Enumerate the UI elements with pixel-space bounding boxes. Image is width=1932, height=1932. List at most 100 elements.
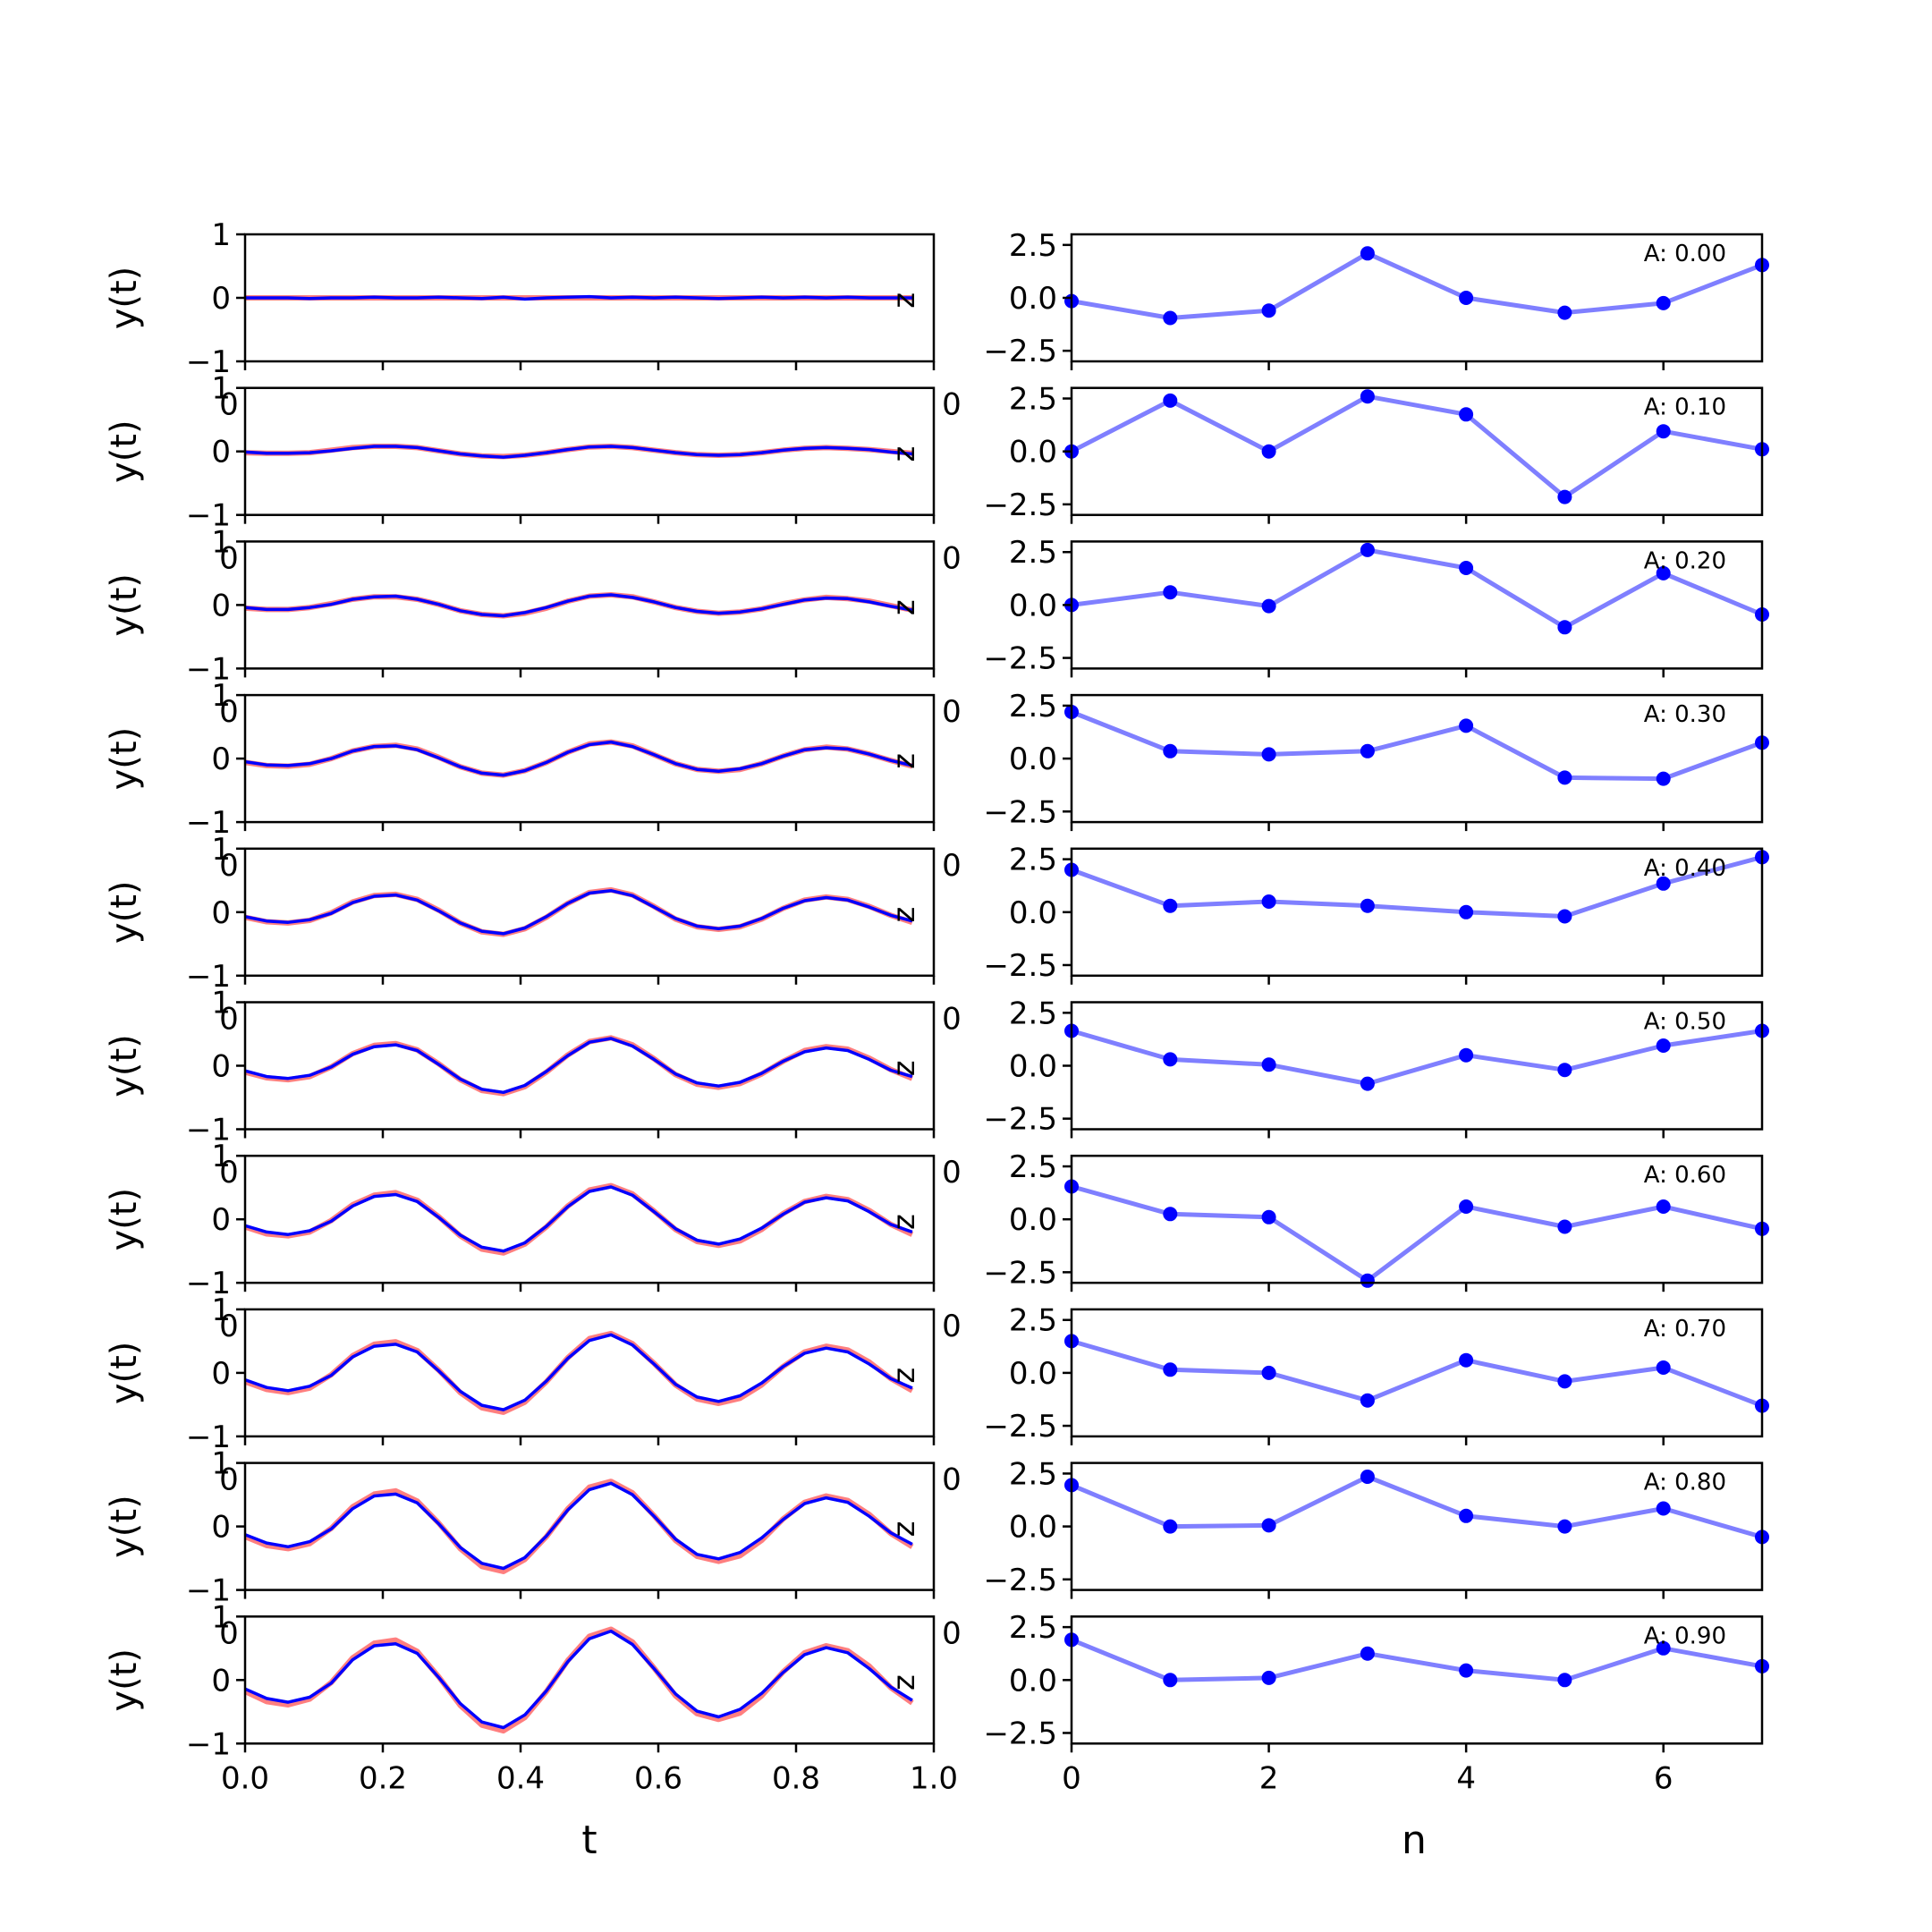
y-tick-label: −1 <box>186 805 231 841</box>
data-point <box>1163 585 1178 600</box>
data-point <box>1557 770 1572 785</box>
data-point <box>1261 1518 1276 1533</box>
y-tick-label: 0.0 <box>1009 1510 1057 1546</box>
data-point <box>1656 1360 1671 1375</box>
blue-series-line <box>245 740 913 777</box>
right-subplot-5: 2.5 0.0 −2.5 A: 0.50 <box>983 996 1769 1139</box>
amplitude-annotation: A: 0.50 <box>1644 1009 1726 1036</box>
y-tick-label: −1 <box>186 1573 231 1609</box>
stray-zero-label: 0 <box>219 694 239 730</box>
data-point <box>1557 620 1572 635</box>
y-tick-label: −1 <box>186 959 231 995</box>
stray-zero-label: 0 <box>942 1155 962 1191</box>
data-series-line <box>1071 1474 1763 1539</box>
stray-zero-label: 0 <box>942 540 962 576</box>
data-point <box>1360 1646 1375 1661</box>
data-point <box>1557 1673 1572 1688</box>
left-subplot-0: −1 0 1 y(t) z <box>104 217 936 380</box>
stray-z-label: z <box>886 1060 922 1076</box>
data-point <box>1656 1501 1671 1516</box>
data-point <box>1261 1365 1276 1380</box>
y-axis-label: y(t) <box>104 1188 145 1251</box>
amplitude-annotation: A: 0.20 <box>1644 547 1726 574</box>
data-point <box>1360 1273 1375 1288</box>
data-point <box>1459 1047 1474 1063</box>
data-point <box>1459 1508 1474 1523</box>
data-point <box>1360 542 1375 557</box>
y-tick-label: −2.5 <box>983 1563 1057 1598</box>
data-point <box>1656 876 1671 891</box>
red-series-line <box>245 1035 914 1097</box>
y-tick-label: −2.5 <box>983 948 1057 984</box>
right-subplot-9: 2.5 0.0 −2.5 A: 0.90 0 2 4 6 <box>983 1610 1769 1796</box>
y-tick-label: −1 <box>186 1266 231 1301</box>
y-tick-label: −2.5 <box>983 1409 1057 1445</box>
data-point <box>1656 1038 1671 1053</box>
y-axis-label: y(t) <box>104 881 145 945</box>
y-tick-label: 0.0 <box>1009 1202 1057 1238</box>
blue-series-line <box>245 1629 913 1730</box>
data-point <box>1656 424 1671 439</box>
red-series-line <box>245 1479 914 1574</box>
data-point <box>1459 718 1474 733</box>
y-tick-label: 2.5 <box>1009 1149 1057 1185</box>
left-axes-frame <box>243 1001 936 1131</box>
x-tick-label: 0 <box>1062 1760 1081 1796</box>
stray-zero-label: 0 <box>942 694 962 730</box>
y-tick-label: 0.0 <box>1009 435 1057 470</box>
data-series-line <box>1071 1637 1763 1682</box>
stray-zero-label: 0 <box>219 540 239 576</box>
data-point <box>1261 747 1276 762</box>
y-tick-label: −2.5 <box>983 334 1057 369</box>
y-tick-label: 0 <box>211 1663 231 1699</box>
y-tick-label: 2.5 <box>1009 228 1057 264</box>
stray-z-label: z <box>886 1521 922 1538</box>
y-tick-label: 1 <box>211 986 231 1021</box>
blue-series-line <box>245 1185 913 1253</box>
y-tick-label: 0 <box>211 588 231 623</box>
right-subplot-4: 2.5 0.0 −2.5 A: 0.40 <box>983 843 1769 985</box>
right-subplot-2: 2.5 0.0 −2.5 A: 0.20 <box>983 535 1769 678</box>
y-tick-label: 0 <box>211 1202 231 1238</box>
stray-zero-label: 0 <box>219 1615 239 1651</box>
data-point <box>1656 1640 1671 1656</box>
data-point <box>1557 1374 1572 1389</box>
y-tick-label: −2.5 <box>983 641 1057 677</box>
y-tick-label: −1 <box>186 1113 231 1148</box>
right-column-subplots: 2.5 0.0 −2.5 A: 0.00 2.5 0.0 −2.5 A: 0.10 2.5 0.0… <box>983 228 1769 1796</box>
y-tick-label: 2.5 <box>1009 1456 1057 1492</box>
y-tick-label: 1 <box>211 832 231 868</box>
left-axes-frame <box>243 1462 936 1591</box>
data-point <box>1360 743 1375 758</box>
data-point <box>1459 1663 1474 1678</box>
data-point <box>1163 1052 1178 1067</box>
data-point <box>1360 1470 1375 1484</box>
stray-z-label: z <box>886 907 922 923</box>
stray-zero-label: 0 <box>219 1002 239 1038</box>
data-point <box>1163 1673 1178 1688</box>
y-tick-label: 0.0 <box>1009 281 1057 317</box>
red-series-line <box>245 1182 914 1256</box>
stray-zero-label: 0 <box>942 1002 962 1038</box>
data-point <box>1163 898 1178 913</box>
amplitude-annotation: A: 0.60 <box>1644 1162 1726 1189</box>
stray-zero-label: 0 <box>942 1309 962 1344</box>
data-series-line <box>1071 1338 1763 1408</box>
y-tick-label: 0.0 <box>1009 1049 1057 1085</box>
stray-zero-label: 0 <box>942 1615 962 1651</box>
amplitude-annotation: A: 0.90 <box>1644 1623 1726 1649</box>
y-tick-label: 0.0 <box>1009 1663 1057 1699</box>
x-tick-label: 2 <box>1259 1760 1279 1796</box>
stray-z-label: z <box>886 1214 922 1230</box>
stray-z-label: z <box>886 1368 922 1384</box>
data-point <box>1261 894 1276 909</box>
data-point <box>1459 904 1474 919</box>
data-point <box>1261 303 1276 318</box>
data-series-line <box>1071 1029 1763 1087</box>
stray-z-label: z <box>886 292 922 309</box>
data-series-line <box>1071 250 1763 320</box>
